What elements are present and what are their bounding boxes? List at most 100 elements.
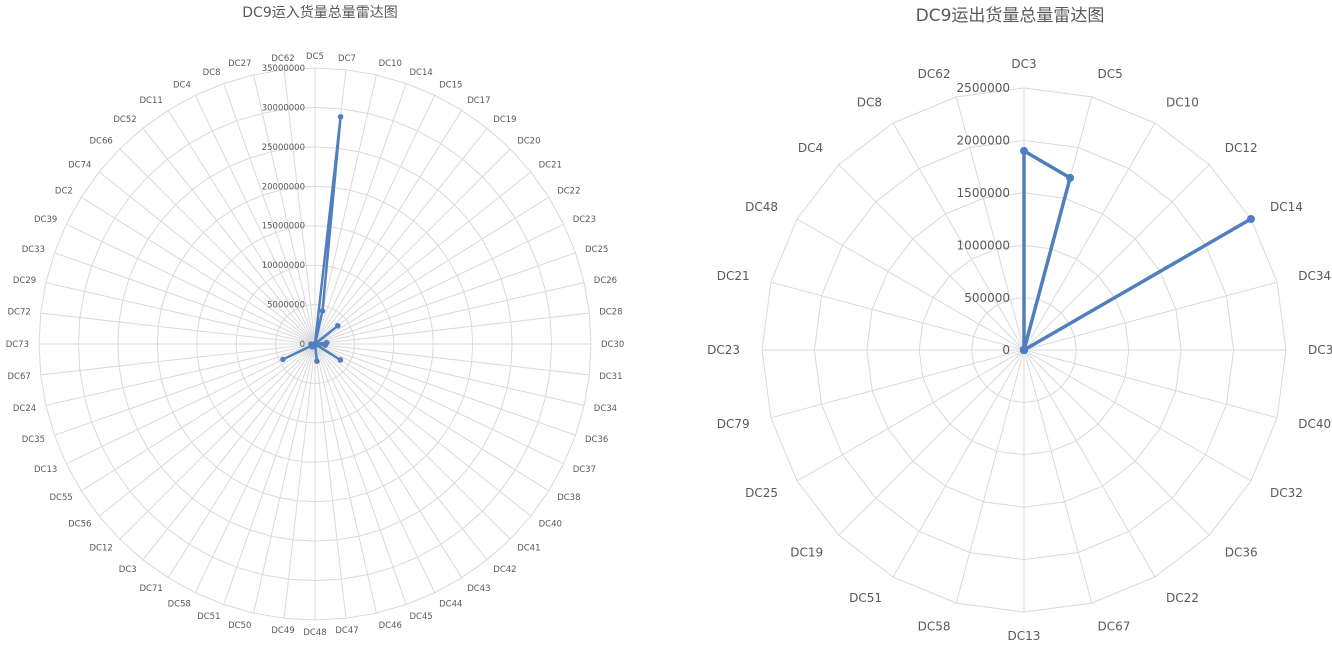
grid-spoke: [314, 74, 377, 345]
category-label: DC49: [271, 626, 294, 636]
outbound-radar-panel: DC9运出货量总量雷达图 DC3 DC5 DC10 DC12 DC14 DC34 DC35 D…: [688, 0, 1332, 648]
category-label: DC55: [50, 493, 73, 503]
grid-spoke: [314, 343, 407, 605]
grid-spoke: [142, 127, 316, 345]
data-point: [319, 308, 326, 314]
outbound-radar-chart: DC3DC5DC10DC12DC14DC34DC35DC40DC32DC36DC…: [707, 57, 1332, 643]
category-label: DC20: [517, 136, 540, 146]
inbound-radar-panel: DC9运入货量总量雷达图 DC5 DC7 DC10 DC14 DC15 DC17 DC19 D…: [0, 0, 640, 648]
category-label: DC51: [197, 612, 220, 622]
category-label: DC32: [1270, 486, 1303, 500]
series-line: [281, 115, 342, 363]
category-label: DC10: [379, 59, 402, 69]
grid-spoke: [167, 110, 316, 345]
category-label: DC41: [517, 544, 540, 554]
category-label: DC71: [140, 584, 163, 594]
category-label: DC37: [573, 465, 596, 475]
grid-spoke: [1023, 349, 1156, 578]
tick-label: 35000000: [262, 64, 305, 74]
grid-spoke: [66, 343, 316, 465]
grid-spoke: [81, 343, 316, 492]
grid-spoke: [314, 343, 463, 578]
grid-spoke: [314, 312, 590, 345]
grid-spoke: [253, 343, 316, 614]
tick-label: 2500000: [957, 81, 1010, 95]
tick-label: 2000000: [957, 134, 1010, 148]
category-label: DC62: [271, 54, 294, 64]
grid-spoke: [314, 83, 407, 345]
data-point: [312, 341, 318, 347]
grid-spoke: [314, 343, 377, 614]
grid-spoke: [142, 343, 316, 561]
grid-spoke: [283, 69, 316, 345]
grid-spoke: [1023, 349, 1278, 419]
category-label: DC31: [599, 372, 622, 382]
grid-spoke: [54, 343, 316, 436]
category-label: DC5: [306, 52, 324, 62]
grid-spoke: [314, 223, 564, 345]
category-label: DC15: [439, 81, 462, 91]
grid-spoke: [223, 83, 316, 345]
category-label: DC24: [13, 404, 36, 414]
grid-spoke: [81, 196, 316, 345]
grid-spoke: [796, 218, 1025, 351]
grid-spoke: [1023, 122, 1156, 351]
grid-spoke: [314, 343, 511, 540]
data-point: [308, 341, 314, 347]
grid-spoke: [314, 343, 585, 406]
data-point: [280, 356, 286, 363]
grid-spoke: [796, 349, 1025, 482]
grid-spoke: [66, 223, 316, 345]
data-point: [337, 357, 344, 363]
category-label: DC38: [557, 493, 580, 503]
category-label: DC26: [594, 276, 617, 286]
category-label: DC39: [34, 215, 57, 225]
category-label: DC21: [717, 269, 750, 283]
grid-spoke: [314, 196, 549, 345]
series-line: [1022, 149, 1253, 352]
grid-spoke: [314, 343, 590, 376]
category-label: DC46: [379, 621, 402, 631]
category-label: DC51: [849, 591, 882, 605]
grid-spoke: [838, 164, 1025, 351]
grid-spoke: [314, 110, 463, 345]
grid-spoke: [314, 343, 549, 492]
grid-spoke: [45, 282, 316, 345]
data-point: [1020, 146, 1028, 155]
grid-spoke: [1023, 349, 1093, 604]
category-label: DC48: [745, 200, 778, 214]
data-point: [337, 114, 344, 120]
grid-spoke: [98, 171, 316, 345]
category-label: DC33: [22, 245, 45, 255]
data-point: [335, 323, 341, 329]
category-label: DC8: [857, 96, 882, 110]
grid-spoke: [314, 343, 564, 465]
category-label: DC23: [573, 215, 596, 225]
grid-spoke: [45, 343, 316, 406]
grid-spoke: [194, 343, 316, 593]
data-point: [1246, 215, 1255, 223]
grid-spoke: [314, 282, 585, 345]
category-label: DC47: [335, 626, 358, 636]
category-label: DC22: [1166, 591, 1199, 605]
category-label: DC40: [539, 520, 562, 530]
grid-spoke: [98, 343, 316, 517]
grid-spoke: [314, 252, 576, 345]
category-label: DC17: [467, 96, 490, 106]
outbound-chart-title: DC9运出货量总量雷达图: [915, 6, 1105, 26]
grid-spoke: [838, 349, 1025, 536]
tick-label: 500000: [964, 291, 1010, 305]
grid-spoke: [167, 343, 316, 578]
category-label: DC19: [493, 115, 516, 125]
category-label: DC44: [439, 600, 462, 610]
category-label: DC13: [34, 465, 57, 475]
grid-spoke: [1023, 164, 1210, 351]
category-label: DC62: [918, 67, 951, 81]
category-label: DC14: [1270, 200, 1303, 214]
grid-spoke: [314, 343, 347, 619]
tick-label: 25000000: [262, 143, 305, 153]
grid-spoke: [1023, 349, 1210, 536]
category-label: DC30: [601, 340, 624, 350]
category-label: DC3: [1011, 57, 1036, 71]
grid-spoke: [119, 343, 316, 540]
